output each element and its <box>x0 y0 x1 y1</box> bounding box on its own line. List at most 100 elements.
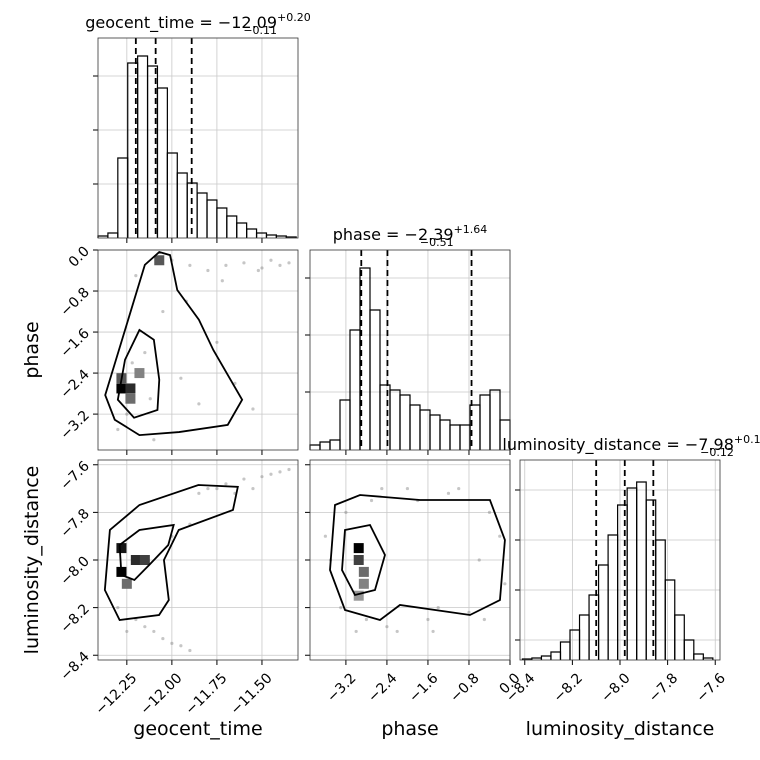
sample-point <box>148 397 152 401</box>
x-axis-label: geocent_time <box>133 718 262 740</box>
x-tick-label: −1.6 <box>406 670 441 705</box>
hist-bin <box>196 192 208 238</box>
sample-point <box>482 617 486 622</box>
title-sub: −0.11 <box>243 24 277 37</box>
sample-point <box>477 558 481 562</box>
hist-bin <box>479 394 491 450</box>
sample-point <box>385 625 389 629</box>
sample-point <box>251 486 255 491</box>
sample-point <box>287 261 291 265</box>
hist-bin <box>339 399 351 450</box>
panel-title: luminosity_distance = −7.98+0.12−0.12 <box>502 433 760 459</box>
sample-point <box>170 641 174 645</box>
density-cell <box>121 578 132 589</box>
x-axis-label: luminosity_distance <box>526 718 715 740</box>
hist-bin <box>550 651 562 660</box>
panel-frame <box>519 459 721 661</box>
sample-point <box>161 636 165 641</box>
density-cell <box>358 578 369 589</box>
sample-point <box>278 470 282 474</box>
sample-point <box>364 617 369 622</box>
density-cell <box>125 393 136 404</box>
hist-bin <box>369 309 381 450</box>
sample-point <box>116 606 120 610</box>
density-cell <box>134 368 145 379</box>
y-tick-label: −8.4 <box>57 649 92 684</box>
y-tick-label: −0.8 <box>57 285 92 320</box>
panel-title: geocent_time = −12.09+0.20 −0.11 <box>85 11 311 37</box>
sample-point <box>251 407 255 411</box>
density-cell <box>353 543 364 554</box>
hist-bin <box>429 414 441 450</box>
sample-point <box>380 486 384 491</box>
panel: phase = −2.39+1.64 −0.51 <box>305 223 511 455</box>
sample-point <box>125 412 129 416</box>
contour <box>329 494 506 621</box>
y-tick-label: −2.4 <box>57 367 92 402</box>
panel: −3.2 −2.4 −1.6 −0.8 0.0 <box>57 244 299 455</box>
sample-point <box>256 268 260 273</box>
contour <box>103 484 239 621</box>
sample-point <box>130 361 134 365</box>
hist-bin <box>265 234 277 238</box>
hist-bin <box>216 207 228 238</box>
hist-bin <box>156 87 168 238</box>
sample-point <box>179 376 183 380</box>
panel-frame <box>97 249 299 451</box>
x-tick-label: −8.0 <box>598 670 633 705</box>
hist-bin <box>226 215 238 238</box>
sample-point <box>503 582 507 586</box>
sample-point <box>220 279 224 283</box>
panel: −8.4 −8.2 −8.0 −7.8 −7.6luminosity_distance … <box>502 433 760 706</box>
title-sup: +1.64 <box>454 223 488 236</box>
hist-bin <box>255 232 268 238</box>
panel-frame <box>97 459 299 661</box>
y-tick-label: −7.6 <box>57 458 92 493</box>
y-axis-label: luminosity_distance <box>21 466 43 655</box>
sample-point <box>134 274 138 278</box>
hist-bin <box>236 222 248 238</box>
sample-point <box>446 491 451 495</box>
title-main: phase = −2.39 <box>333 225 454 244</box>
hist-bin <box>349 329 361 450</box>
hist-bin <box>607 534 619 660</box>
x-tick-label: −12.00 <box>138 670 186 718</box>
x-axis-label: phase <box>381 718 438 740</box>
hist-bin <box>693 653 704 660</box>
title-main: geocent_time = −12.09 <box>85 13 277 33</box>
hist-bin <box>329 439 341 450</box>
hist-bin <box>409 404 421 450</box>
y-axis-label: phase <box>21 321 43 378</box>
panel-frame <box>309 249 511 451</box>
y-tick-label: −8.0 <box>57 554 92 589</box>
sample-point <box>188 263 192 267</box>
title-main: luminosity_distance = −7.98 <box>502 435 733 455</box>
density-cell <box>116 543 127 554</box>
sample-point <box>143 625 147 629</box>
x-tick-label: −8.2 <box>551 670 586 705</box>
sample-point <box>260 266 264 270</box>
hist-bin <box>702 657 714 660</box>
hist-bin <box>206 199 218 238</box>
hist-bin <box>626 487 638 660</box>
sample-point <box>152 438 156 442</box>
hist-bin <box>674 614 685 660</box>
title-sup: +0.12 <box>734 433 760 446</box>
hist-bin <box>399 394 411 450</box>
density-cell <box>130 555 141 565</box>
hist-bin <box>645 499 657 660</box>
hist-bin <box>578 614 590 660</box>
hist-bin <box>176 172 188 238</box>
sample-point <box>161 309 165 314</box>
panel-frame <box>309 459 511 661</box>
sample-point <box>143 350 147 355</box>
sample-point <box>323 534 327 538</box>
sample-point <box>354 629 358 634</box>
sample-point <box>260 475 264 479</box>
sample-point <box>242 477 246 481</box>
hist-bin <box>379 384 391 450</box>
density-cell <box>154 255 165 266</box>
hist-bin <box>655 539 666 660</box>
sample-point <box>498 534 502 538</box>
